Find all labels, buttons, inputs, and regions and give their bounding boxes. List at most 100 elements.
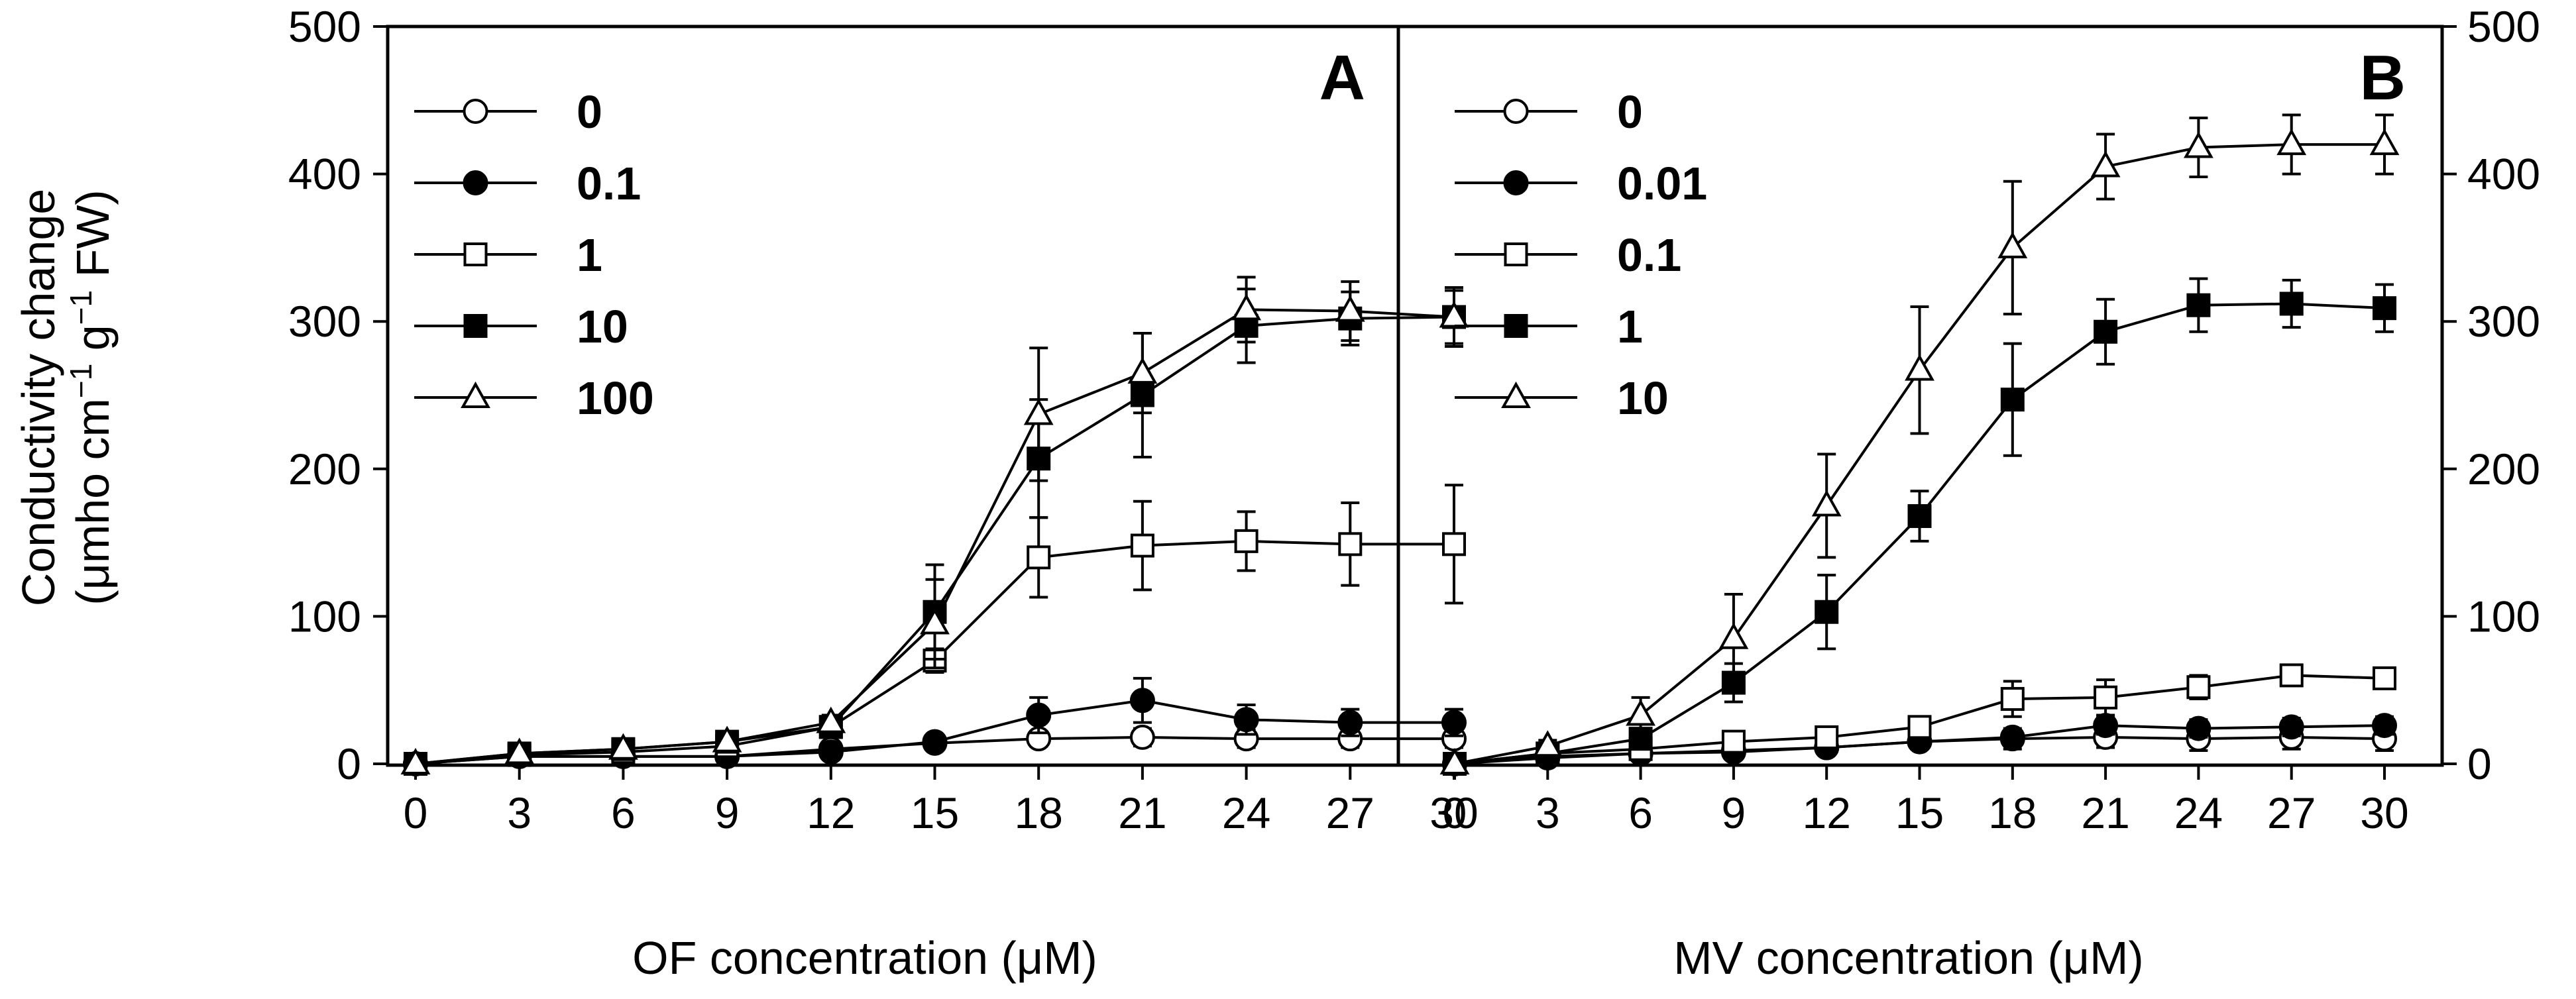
y-unit-cm: cm [67, 398, 119, 460]
data-point [1999, 724, 2025, 750]
x-tick-label-b: 24 [2174, 788, 2223, 837]
legend-marker [461, 381, 490, 408]
y-axis-title-line1: Conductivity change [13, 189, 64, 606]
data-point [2186, 715, 2212, 741]
series-a-0.1 [403, 676, 1467, 776]
legend-label: 10 [1617, 372, 1669, 424]
data-point [400, 747, 431, 774]
data-point [1337, 710, 1363, 735]
data-point [2278, 714, 2304, 740]
data-point [1233, 707, 1259, 733]
data-point [922, 729, 948, 755]
data-point [1441, 710, 1467, 735]
legend-entry-b-10: 10 [1455, 372, 1669, 424]
legend-label: 10 [577, 301, 628, 352]
data-point [2183, 131, 2213, 158]
data-point [1338, 532, 1363, 556]
x-tick-label-a: 3 [507, 788, 532, 837]
y-tick-label-right: 500 [2467, 2, 2540, 51]
data-point [1718, 622, 1749, 649]
y-tick-label-right: 400 [2467, 150, 2540, 199]
data-point [1439, 301, 1469, 328]
data-point [2093, 713, 2119, 739]
y-tick-label-left: 100 [288, 592, 361, 641]
series-line [1454, 143, 2384, 765]
data-point [2186, 675, 2211, 700]
legend-entry-a-0.1: 0.1 [414, 158, 641, 209]
data-point [2094, 685, 2118, 710]
x-tick-label-a: 18 [1014, 788, 1062, 837]
series-a-100 [400, 276, 1469, 774]
y-tick-label-left: 400 [288, 150, 361, 199]
legend-entry-b-0.01: 0.01 [1455, 158, 1707, 209]
x-tick-label-b: 3 [1536, 788, 1560, 837]
y-tick-label-left: 300 [288, 297, 361, 346]
series-b-0.1 [1443, 663, 2396, 776]
data-point [920, 607, 950, 635]
series-line [415, 308, 1455, 765]
y-unit-mho: μmho [67, 473, 119, 590]
legend-entry-a-100: 100 [414, 372, 654, 424]
data-point [2373, 666, 2396, 690]
x-axis-title-b: MV concentration (μM) [1673, 932, 2143, 984]
data-point [1129, 688, 1155, 713]
legend-label: 1 [577, 229, 602, 281]
series-line [415, 315, 1455, 765]
y-unit-cm-exp: −1 [64, 364, 98, 398]
x-tick-label-a: 24 [1222, 788, 1270, 837]
legend-marker [1503, 99, 1529, 124]
y-tick-label-right: 100 [2467, 592, 2540, 641]
data-point [1129, 724, 1155, 750]
x-tick-label-b: 0 [1443, 788, 1467, 837]
x-axis-title-a: OF concentration (μM) [632, 932, 1097, 984]
data-point [608, 733, 638, 760]
legend-entry-b-0: 0 [1455, 86, 1643, 138]
y-tick-label-right: 300 [2467, 297, 2540, 346]
x-tick-label-a: 12 [807, 788, 855, 837]
legend-label: 0.01 [1617, 158, 1707, 209]
data-point [1127, 357, 1158, 384]
data-point [1907, 715, 1932, 739]
data-point [1907, 504, 1932, 529]
x-tick-label-a: 30 [1429, 788, 1478, 837]
data-point [1815, 725, 1839, 749]
data-point [2186, 293, 2211, 317]
legend-entry-b-1: 1 [1455, 301, 1643, 352]
data-point [2279, 663, 2304, 688]
legend-marker [1501, 381, 1531, 408]
y-tick-label-left: 500 [288, 2, 361, 51]
legend-entry-a-0: 0 [414, 86, 602, 138]
data-point [2372, 713, 2397, 739]
x-tick-label-b: 30 [2360, 788, 2408, 837]
y-tick-label-right: 200 [2467, 445, 2540, 494]
x-tick-label-b: 12 [1802, 788, 1850, 837]
data-point [1027, 545, 1051, 570]
data-point [818, 739, 844, 765]
plot-frame-a [386, 25, 1400, 767]
x-tick-label-a: 9 [715, 788, 740, 837]
legend-label: 0 [1617, 86, 1643, 138]
data-point [1335, 295, 1365, 322]
x-tick-label-a: 27 [1326, 788, 1374, 837]
data-series [400, 113, 2400, 776]
data-point [1442, 532, 1466, 556]
y-tick-label-left: 0 [337, 739, 361, 788]
data-point [1997, 231, 2028, 258]
y-unit-fw: FW) [67, 189, 119, 277]
legend-marker [1504, 314, 1528, 338]
data-point [1234, 529, 1259, 553]
panel-label-b: B [2360, 42, 2406, 113]
legend-marker [463, 99, 488, 124]
legend-marker [463, 170, 488, 195]
x-tick-label-b: 21 [2081, 788, 2129, 837]
x-tick-label-a: 21 [1118, 788, 1166, 837]
data-point [2090, 150, 2121, 178]
data-point [1026, 702, 1052, 728]
data-point [2373, 296, 2396, 321]
data-point [1811, 490, 1842, 517]
x-tick-label-b: 6 [1628, 788, 1653, 837]
data-point [1626, 699, 1656, 726]
data-point [2276, 128, 2307, 156]
data-point [2279, 291, 2304, 316]
